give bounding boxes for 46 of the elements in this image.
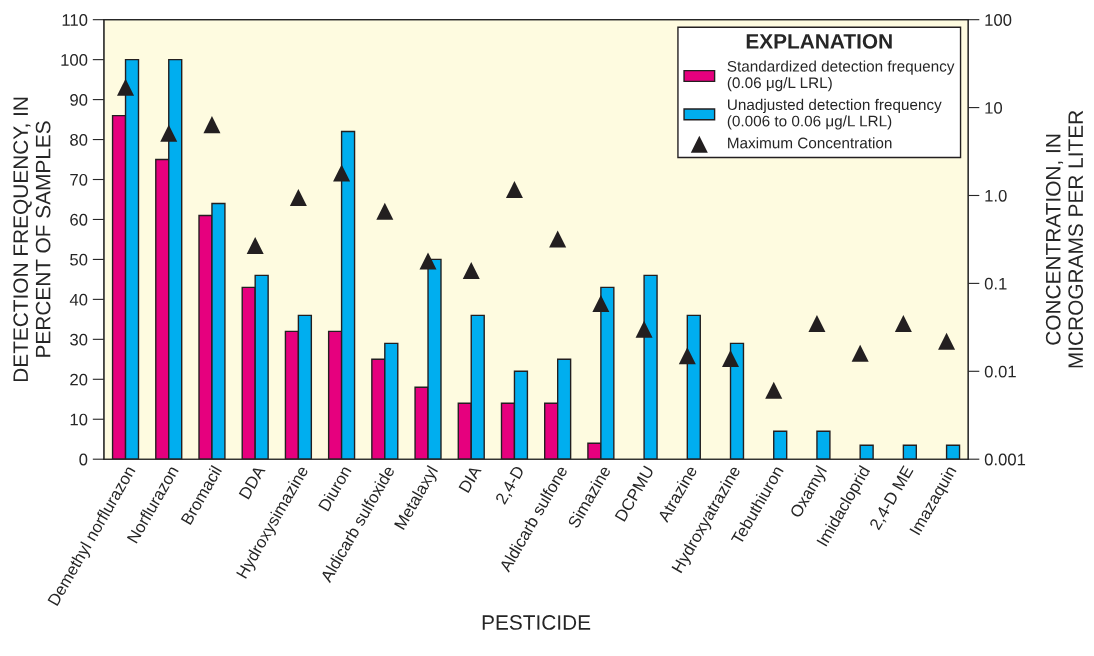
- point: [419, 252, 437, 270]
- y-tick-label: 100: [61, 54, 88, 66]
- point: [289, 188, 307, 206]
- y2-axis-title: CONCENTRATION, IN MICROGRAMS PER LITER: [1045, 110, 1084, 368]
- y-tick-label: 30: [70, 333, 88, 346]
- point: [592, 295, 610, 313]
- point: [246, 236, 264, 254]
- point: [851, 344, 869, 362]
- y-tick-label: 70: [70, 173, 88, 186]
- y-tick-label: 60: [70, 213, 88, 226]
- legend-label: Unadjusted detection frequency (0.006 to 0.06 μg/L LRL): [727, 98, 942, 130]
- point: [808, 314, 826, 332]
- point: [117, 78, 135, 96]
- y-tick-label: 0: [79, 453, 88, 466]
- point: [462, 262, 480, 280]
- point: [160, 124, 178, 142]
- y-tick-label: 40: [69, 293, 88, 306]
- point: [333, 164, 351, 182]
- y2-tick-label: 0.1: [984, 277, 1007, 290]
- point: [894, 314, 912, 332]
- point: [678, 347, 696, 365]
- legend-label: Standardized detection frequency (0.06 μg/L LRL): [727, 60, 955, 92]
- legend-title: EXPLANATION: [746, 33, 892, 49]
- legend-label: Maximum Concentration: [728, 137, 892, 149]
- y2-tick-label: 10: [985, 101, 1003, 114]
- y2-tick-label: 1.0: [985, 189, 1007, 202]
- y-tick-label: 110: [62, 14, 88, 26]
- point: [938, 332, 956, 350]
- y2-tick-label: 100: [985, 14, 1012, 26]
- point: [635, 320, 653, 338]
- y-tick-label: 10: [70, 413, 88, 426]
- point: [722, 349, 740, 367]
- point: [376, 202, 394, 220]
- y-tick-label: 50: [70, 253, 88, 266]
- y2-tick-label: 0.001: [984, 453, 1026, 466]
- x-axis-title: PESTICIDE: [482, 615, 591, 630]
- y-tick-label: 80: [70, 133, 88, 146]
- y-tick-label: 20: [70, 373, 88, 386]
- y2-tick-label: 0.01: [984, 365, 1016, 378]
- point: [765, 381, 783, 399]
- x-tick-label: DIA: [458, 464, 482, 493]
- point: [549, 230, 567, 248]
- y-tick-label: 90: [70, 93, 88, 106]
- point: [203, 116, 221, 134]
- y-axis-title: DETECTION FREQUENCY, IN PERCENT OF SAMPLES: [13, 97, 51, 382]
- point: [505, 180, 523, 198]
